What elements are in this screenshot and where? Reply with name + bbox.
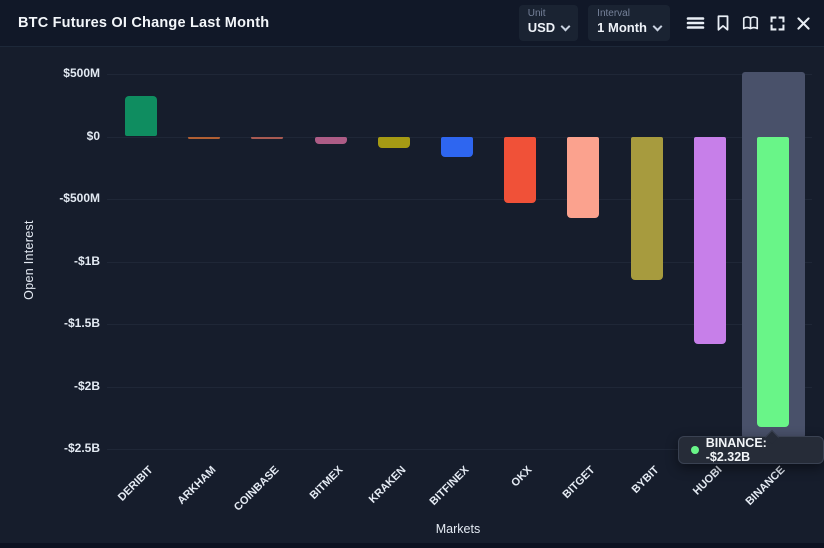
close-icon <box>797 16 810 30</box>
y-axis-tick-label: $0 <box>86 128 100 143</box>
x-axis-tick-label: COINBASE <box>232 464 282 514</box>
bar-deribit[interactable] <box>125 95 157 137</box>
x-axis-tick-label: BITMEX <box>307 464 346 502</box>
x-axis-tick-label: ARKHAM <box>175 464 219 508</box>
y-axis-tick-label: $500M <box>63 66 100 80</box>
bar-huobi[interactable] <box>693 136 726 344</box>
x-axis-tick-label: BYBIT <box>629 464 662 496</box>
bar-okx[interactable] <box>504 136 537 203</box>
fullscreen-button[interactable] <box>769 15 786 32</box>
widget-bottom-edge <box>0 543 824 548</box>
unit-dropdown-label: Unit <box>527 8 546 19</box>
bar-binance[interactable] <box>757 136 789 427</box>
header-controls: Unit USD Interval 1 Month <box>518 5 812 41</box>
x-axis-tick-label: OKX <box>509 464 535 490</box>
bar-arkham[interactable] <box>188 136 221 139</box>
gridline <box>107 449 812 450</box>
unit-dropdown-value: USD <box>527 20 556 35</box>
gridline <box>107 261 812 263</box>
hamburger-menu-icon <box>686 17 705 29</box>
y-axis-tick-label: -$500M <box>59 191 100 205</box>
docs-button[interactable] <box>741 14 760 32</box>
interval-dropdown-value: 1 Month <box>597 20 647 35</box>
gridline <box>107 199 812 200</box>
widget-header: BTC Futures OI Change Last Month Unit US… <box>0 0 824 47</box>
fullscreen-icon <box>770 16 785 30</box>
interval-dropdown[interactable]: Interval 1 Month <box>588 5 670 41</box>
menu-button[interactable] <box>686 14 705 32</box>
chart-tooltip: BINANCE: -$2.32B <box>678 436 824 464</box>
gridline <box>107 74 812 75</box>
gridline <box>107 386 812 388</box>
y-axis-tick-label: -$2.5B <box>63 441 100 455</box>
bar-bybit[interactable] <box>630 136 663 281</box>
x-axis-tick-label: DERIBIT <box>115 464 156 504</box>
y-axis-tick-label: -$1.5B <box>63 316 100 330</box>
gridline <box>107 324 812 325</box>
tooltip-text: BINANCE: -$2.32B <box>705 436 767 464</box>
bar-bitfinex[interactable] <box>441 136 473 157</box>
x-axis-tick-label: HUOBI <box>690 464 725 498</box>
y-axis-tick-label: -$1B <box>73 253 100 268</box>
x-axis-tick-label: BINANCE <box>743 464 788 508</box>
interval-dropdown-label: Interval <box>597 8 630 19</box>
y-axis-tick-label: -$2B <box>73 378 100 393</box>
bar-kraken[interactable] <box>377 136 410 149</box>
bar-bitmex[interactable] <box>314 136 347 144</box>
bar-coinbase[interactable] <box>251 136 284 139</box>
tooltip-series-dot <box>691 446 699 454</box>
bookmark-icon <box>717 15 729 31</box>
book-icon <box>742 16 759 30</box>
x-axis-title: Markets <box>435 522 481 536</box>
x-axis-tick-label: BITFINEX <box>427 464 472 508</box>
bar-bitget[interactable] <box>567 136 600 218</box>
unit-dropdown[interactable]: Unit USD <box>518 5 579 41</box>
close-button[interactable] <box>795 15 812 32</box>
chart-title: BTC Futures OI Change Last Month <box>18 15 270 31</box>
x-axis-tick-label: BITGET <box>560 464 598 502</box>
bookmark-button[interactable] <box>714 14 732 32</box>
x-axis-tick-label: KRAKEN <box>366 464 409 506</box>
header-icon-row <box>686 14 812 32</box>
